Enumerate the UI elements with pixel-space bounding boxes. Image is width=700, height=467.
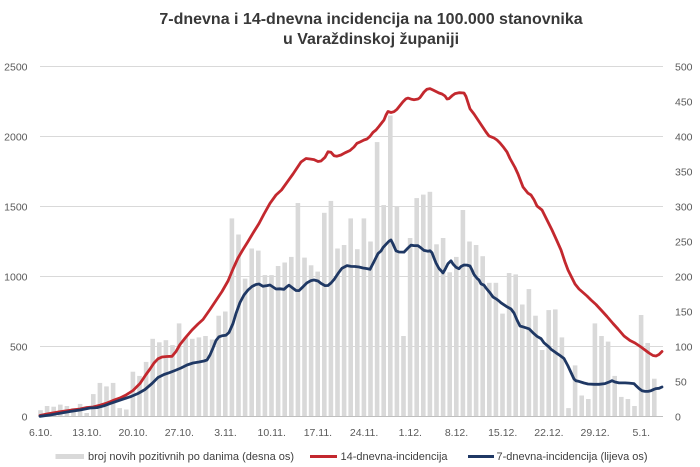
svg-text:29.12.: 29.12. (580, 427, 609, 439)
svg-text:5.1.: 5.1. (633, 427, 651, 439)
svg-text:400: 400 (675, 131, 693, 143)
svg-text:50: 50 (675, 376, 687, 388)
svg-text:200: 200 (675, 271, 693, 283)
svg-text:1000: 1000 (4, 271, 28, 283)
svg-text:0: 0 (22, 411, 28, 423)
svg-text:17.11.: 17.11. (304, 427, 332, 439)
svg-text:20.10.: 20.10. (118, 427, 147, 439)
svg-text:7-dnevna-incidencija (lijeva o: 7-dnevna-incidencija (lijeva os) (497, 451, 648, 463)
svg-text:broj novih pozitivnih po danim: broj novih pozitivnih po danima (desna o… (88, 451, 294, 463)
svg-text:2000: 2000 (4, 131, 28, 143)
svg-text:300: 300 (675, 201, 693, 213)
svg-text:15.12.: 15.12. (488, 427, 517, 439)
svg-text:100: 100 (675, 341, 693, 353)
svg-text:450: 450 (675, 96, 693, 108)
svg-text:250: 250 (675, 236, 693, 248)
svg-text:150: 150 (675, 306, 693, 318)
svg-text:14-dnevna-incidencija: 14-dnevna-incidencija (341, 451, 449, 463)
svg-text:13.10.: 13.10. (72, 427, 101, 439)
svg-text:1500: 1500 (4, 201, 28, 213)
svg-text:6.10.: 6.10. (29, 427, 52, 439)
svg-text:10.11.: 10.11. (257, 427, 285, 439)
svg-text:24.11.: 24.11. (350, 427, 378, 439)
svg-text:0: 0 (675, 411, 681, 423)
svg-text:500: 500 (675, 61, 693, 73)
svg-text:27.10.: 27.10. (165, 427, 194, 439)
svg-text:500: 500 (10, 341, 28, 353)
svg-text:350: 350 (675, 166, 693, 178)
svg-text:2500: 2500 (4, 61, 28, 73)
svg-text:22.12.: 22.12. (534, 427, 563, 439)
svg-text:8.12.: 8.12. (445, 427, 468, 439)
svg-text:3.11.: 3.11. (214, 427, 237, 439)
svg-text:1.12.: 1.12. (399, 427, 422, 439)
